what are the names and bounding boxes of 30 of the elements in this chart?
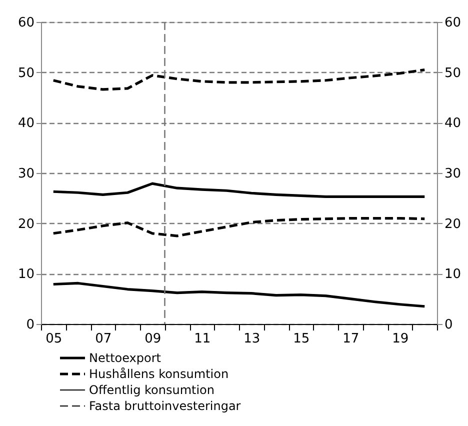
legend-label: Offentlig konsumtion: [89, 383, 215, 397]
y2-tick-label: 50: [444, 66, 462, 81]
y-tick-label: 40: [18, 116, 34, 132]
y-tick-label: 60: [18, 16, 34, 30]
y2-tick-label: 40: [444, 116, 462, 132]
y-tick-label: 20: [18, 216, 34, 232]
line-series: [52, 282, 426, 308]
y-tick-label: 10: [18, 267, 34, 282]
x-tick-label: 19: [392, 332, 409, 346]
x-tick-label: 15: [293, 332, 310, 346]
y-tick-label: 30: [18, 166, 34, 182]
y2-tick-label: 20: [444, 216, 462, 232]
line-series: [52, 182, 426, 198]
legend-label: Hushållens konsumtion: [89, 367, 229, 381]
x-tick-label: 13: [244, 332, 260, 346]
y2-tick-label: 30: [444, 166, 462, 182]
x-tick-label: 11: [194, 332, 211, 346]
line-series: [52, 217, 426, 238]
legend-label: Fasta bruttoinvesteringar: [89, 399, 241, 413]
y-tick-label: 50: [18, 66, 34, 81]
y2-tick-label: 60: [444, 16, 462, 30]
y2-tick-label: 10: [444, 267, 462, 282]
y-tick-label: 0: [26, 318, 34, 332]
legend-label: Nettoexport: [89, 351, 162, 365]
x-tick-label: 17: [342, 332, 360, 346]
x-tick-label: 09: [144, 332, 162, 346]
y2-tick-label: 0: [444, 318, 453, 332]
x-tick-label: 05: [46, 332, 62, 346]
line-series: [52, 68, 426, 91]
x-tick-label: 07: [95, 332, 112, 346]
